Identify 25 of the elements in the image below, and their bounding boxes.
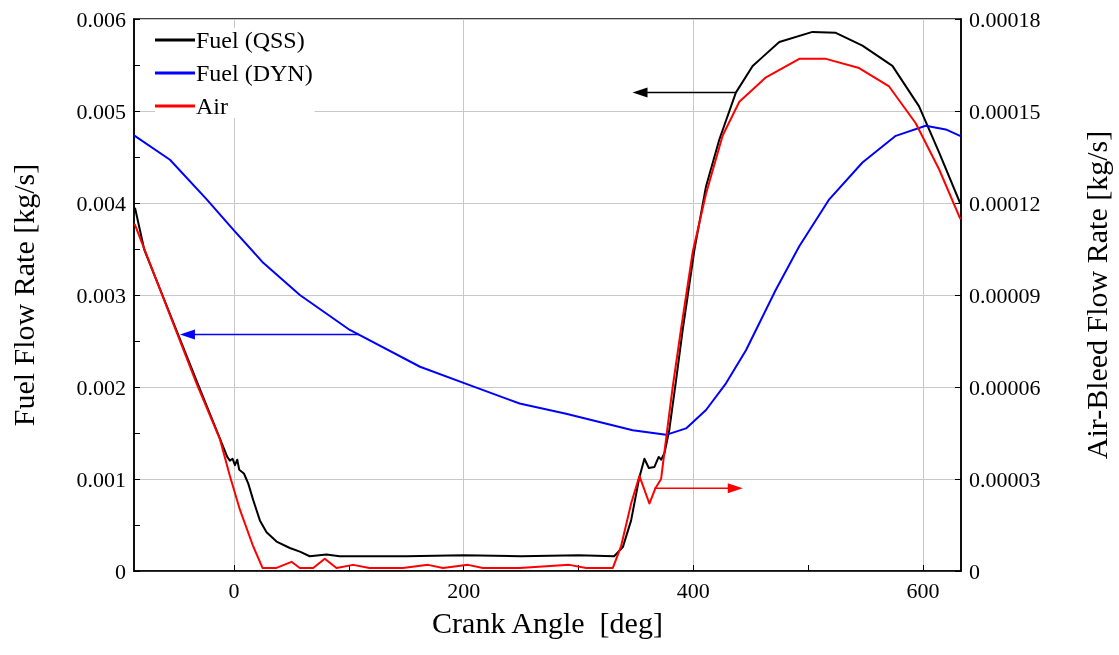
x-tick-label: 400 (676, 577, 710, 603)
y2-tick-label: 0.00003 (969, 466, 1041, 492)
y2-tick-label: 0.00018 (969, 6, 1041, 32)
x-tick-label: 0 (228, 577, 240, 603)
y-tick-label: 0.004 (76, 190, 126, 216)
x-tick-label: 600 (906, 577, 940, 603)
y2-tick-label: 0.00015 (969, 98, 1041, 124)
y2-tick-label: 0.00009 (969, 282, 1041, 308)
y2-tick-label: 0.00012 (969, 190, 1041, 216)
line-series (133, 124, 962, 436)
legend-label: Fuel (QSS) (196, 27, 305, 53)
y2-tick-label: 0.00006 (969, 374, 1041, 400)
y-tick-label: 0.001 (76, 466, 126, 492)
y-tick-label: 0.005 (76, 98, 126, 124)
y-axis-title: Fuel Flow Rate [kg/s] (6, 163, 40, 427)
legend-label: Fuel (DYN) (196, 60, 313, 86)
x-axis-title: Crank Angle [deg] (432, 605, 663, 639)
y-tick-label: 0.003 (76, 282, 126, 308)
y-tick-label: 0.006 (76, 6, 126, 32)
y-tick-label: 0 (115, 558, 126, 584)
y2-axis-title: Air-Bleed Flow Rate [kg/s] (1079, 130, 1113, 460)
x-tick-label: 200 (447, 577, 481, 603)
legend-label: Air (196, 93, 228, 119)
y2-tick-label: 0 (969, 558, 980, 584)
y-tick-label: 0.002 (76, 374, 126, 400)
